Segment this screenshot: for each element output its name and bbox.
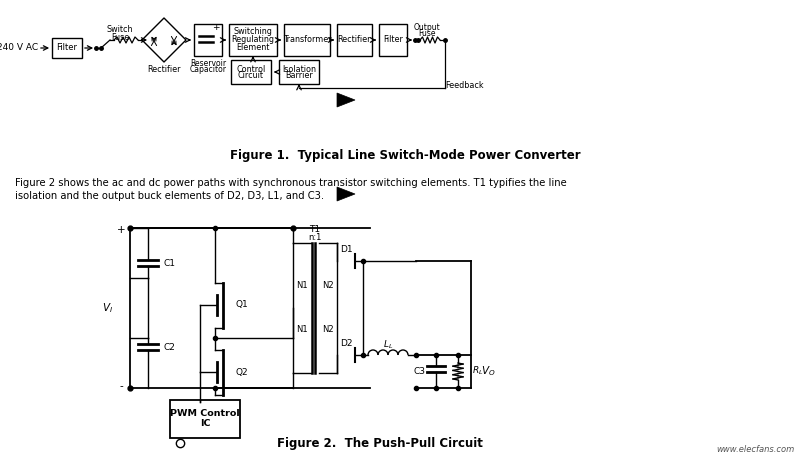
Text: +: + — [117, 225, 126, 235]
Text: C2: C2 — [164, 343, 176, 352]
Text: N1: N1 — [296, 282, 308, 290]
Text: Fuse: Fuse — [418, 29, 436, 37]
Text: Figure 2.  The Push-Pull Circuit: Figure 2. The Push-Pull Circuit — [277, 436, 483, 450]
Text: $V_I$: $V_I$ — [103, 301, 113, 315]
Text: Element: Element — [237, 44, 270, 52]
Bar — [231, 60, 271, 84]
Text: N2: N2 — [322, 282, 334, 290]
Bar — [284, 24, 330, 56]
Text: Switch: Switch — [107, 25, 134, 35]
Text: Rectifier: Rectifier — [338, 35, 371, 45]
Polygon shape — [337, 93, 355, 107]
Text: Control: Control — [237, 65, 266, 74]
Text: Barrier: Barrier — [285, 71, 313, 81]
Text: Filter: Filter — [383, 35, 403, 45]
Text: Figure 1.  Typical Line Switch-Mode Power Converter: Figure 1. Typical Line Switch-Mode Power… — [230, 148, 580, 162]
Text: Transformer: Transformer — [283, 35, 331, 45]
Text: D2: D2 — [339, 339, 352, 349]
Bar — [170, 400, 240, 438]
Bar — [229, 24, 277, 56]
Text: n:1: n:1 — [309, 233, 322, 243]
Text: Rectifier: Rectifier — [147, 66, 181, 75]
Text: Capacitor: Capacitor — [190, 65, 227, 74]
Text: Output: Output — [414, 22, 441, 31]
Text: Reservoir: Reservoir — [190, 59, 226, 67]
Text: Regulating: Regulating — [232, 35, 275, 45]
Text: N2: N2 — [322, 325, 334, 334]
Text: C3: C3 — [414, 366, 426, 375]
Bar — [194, 24, 222, 56]
Text: N1: N1 — [296, 325, 308, 334]
Text: $V_O$: $V_O$ — [481, 364, 496, 378]
Text: C1: C1 — [164, 258, 176, 268]
Text: www.elecfans.com: www.elecfans.com — [717, 445, 795, 454]
Text: -: - — [119, 381, 123, 391]
Text: 240 V AC: 240 V AC — [0, 44, 39, 52]
Text: Circuit: Circuit — [238, 71, 264, 81]
Text: Isolation: Isolation — [282, 65, 316, 74]
Text: PWM Control: PWM Control — [170, 410, 240, 419]
Text: $L_L$: $L_L$ — [383, 339, 393, 351]
Polygon shape — [337, 187, 355, 201]
Text: IC: IC — [200, 420, 211, 429]
Bar — [379, 24, 407, 56]
Text: Feedback: Feedback — [446, 81, 484, 90]
Bar — [52, 38, 82, 58]
Text: $R_L$: $R_L$ — [472, 365, 484, 377]
Text: Filter: Filter — [57, 44, 78, 52]
Text: T1: T1 — [309, 226, 321, 234]
Text: Q2: Q2 — [235, 368, 248, 376]
Bar — [337, 24, 372, 56]
Text: D1: D1 — [339, 246, 352, 254]
Text: Fuse: Fuse — [111, 34, 129, 42]
Text: Q1: Q1 — [235, 300, 248, 309]
Bar — [279, 60, 319, 84]
Text: +: + — [212, 24, 220, 32]
Text: Figure 2 shows the ac and dc power paths with synchronous transistor switching e: Figure 2 shows the ac and dc power paths… — [15, 178, 567, 201]
Text: Switching: Switching — [233, 27, 272, 36]
